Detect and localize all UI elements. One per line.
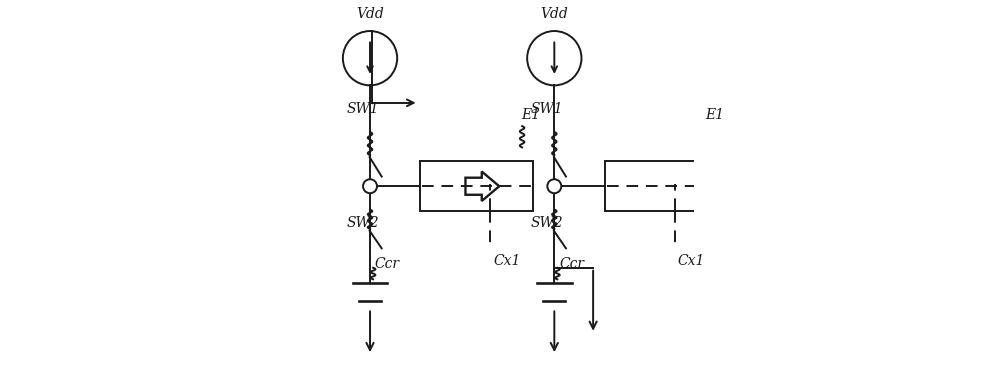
Text: SW2: SW2	[347, 216, 379, 230]
Text: Cx1: Cx1	[493, 254, 521, 268]
Text: Ccr: Ccr	[559, 257, 584, 271]
Text: Cx1: Cx1	[678, 254, 705, 268]
Text: E1: E1	[706, 108, 725, 122]
Text: Vdd: Vdd	[356, 7, 384, 21]
Bar	[605, 161, 717, 211]
Circle shape	[363, 179, 377, 193]
Text: SW1: SW1	[531, 102, 564, 116]
Text: Vdd: Vdd	[540, 7, 568, 21]
Text: SW1: SW1	[347, 102, 379, 116]
Bar	[420, 161, 533, 211]
Text: E1: E1	[521, 108, 540, 122]
Text: SW2: SW2	[531, 216, 564, 230]
Text: Ccr: Ccr	[375, 257, 400, 271]
Circle shape	[547, 179, 561, 193]
